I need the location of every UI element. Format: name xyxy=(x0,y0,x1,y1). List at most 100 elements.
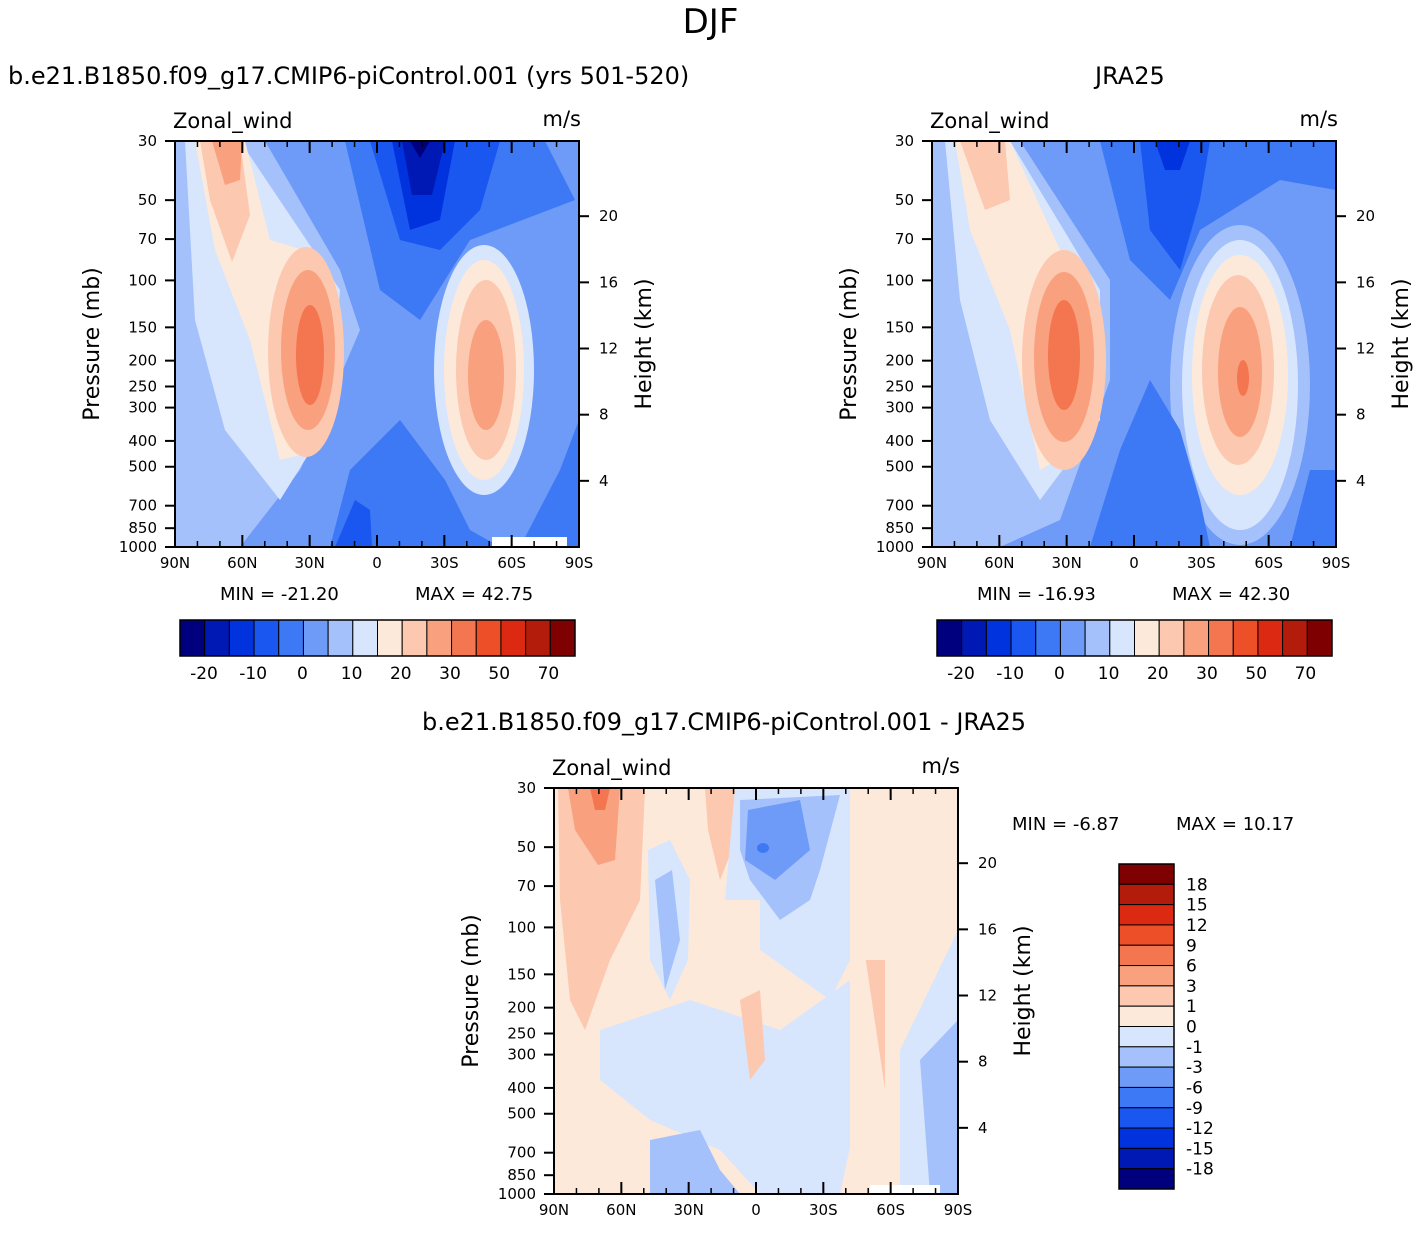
x-tick-label: 60N xyxy=(227,554,257,572)
colorbar-swatch xyxy=(1118,863,1175,885)
y-tick-label: 300 xyxy=(885,399,914,417)
panel2-plot xyxy=(931,140,1337,548)
colorbar-label: 12 xyxy=(1186,916,1208,936)
x-tick-label: 0 xyxy=(1129,554,1139,572)
x-tick-label: 60S xyxy=(876,1201,905,1219)
colorbar-swatch xyxy=(1232,619,1259,657)
colorbar-swatch xyxy=(985,619,1012,657)
y2-tick-label: 4 xyxy=(1356,472,1366,490)
colorbar-swatch xyxy=(1282,619,1308,657)
x-tick-label: 90S xyxy=(1322,554,1351,572)
colorbar-frame xyxy=(936,619,1333,657)
colorbar-swatch xyxy=(1118,965,1175,987)
colorbar-frame xyxy=(1118,863,1175,1190)
y2-tick-label: 8 xyxy=(599,406,609,424)
x-tick-label: 60N xyxy=(606,1201,636,1219)
x-tick-label: 60N xyxy=(984,554,1014,572)
colorbar-swatch xyxy=(1109,619,1135,657)
colorbar-label: 0 xyxy=(1186,1018,1197,1038)
min-stat: MIN = -16.93 xyxy=(977,584,1096,605)
x-tick-label: 30N xyxy=(295,554,325,572)
colorbar-swatch xyxy=(936,619,963,657)
y-tick-label: 200 xyxy=(507,999,536,1017)
colorbar-label: 9 xyxy=(1186,936,1197,956)
colorbar-swatch xyxy=(1306,619,1333,657)
colorbar-swatch xyxy=(228,619,255,657)
y-axis-title: Pressure (mb) xyxy=(80,267,105,421)
colorbar-swatch xyxy=(1257,619,1284,657)
x-tick-label: 0 xyxy=(372,554,382,572)
y2-tick-label: 16 xyxy=(599,273,618,291)
colorbar-label: 1 xyxy=(1186,997,1197,1017)
y-tick-label: 30 xyxy=(517,779,536,797)
units-label: m/s xyxy=(922,754,960,778)
colorbar-label: -3 xyxy=(1186,1058,1203,1078)
y-axis-title: Pressure (mb) xyxy=(837,267,862,421)
colorbar-swatch xyxy=(1118,1086,1175,1109)
min-stat: MIN = -21.20 xyxy=(220,584,339,605)
y-tick-label: 500 xyxy=(128,458,157,476)
y-tick-label: 100 xyxy=(507,918,536,936)
colorbar-swatch xyxy=(1118,904,1175,926)
colorbar-label: -1 xyxy=(1186,1038,1203,1058)
max-stat: MAX = 10.17 xyxy=(1176,814,1294,835)
y-tick-label: 150 xyxy=(507,965,536,983)
y-tick-label: 100 xyxy=(885,271,914,289)
colorbar-swatch xyxy=(1118,924,1175,946)
y-tick-label: 850 xyxy=(128,519,157,537)
y-tick-label: 50 xyxy=(517,838,536,856)
colorbar-label: -9 xyxy=(1186,1099,1203,1119)
y-tick-label: 700 xyxy=(128,497,157,515)
colorbar-label: 70 xyxy=(538,664,560,684)
x-tick-label: 30S xyxy=(1187,554,1216,572)
y2-tick-label: 4 xyxy=(978,1119,988,1137)
colorbar-label: -15 xyxy=(1186,1139,1214,1159)
colorbar-swatch xyxy=(1118,1147,1175,1170)
colorbar-swatch xyxy=(1183,619,1210,657)
colorbar-swatch xyxy=(1118,985,1175,1007)
colorbar-swatch xyxy=(1084,619,1111,657)
colorbar-frame xyxy=(179,619,576,657)
y-tick-label: 30 xyxy=(138,132,157,150)
panel3-title: b.e21.B1850.f09_g17.CMIP6-piControl.001 … xyxy=(422,708,1027,736)
panel3-field xyxy=(554,788,958,1194)
y-tick-label: 150 xyxy=(885,318,914,336)
x-tick-label: 60S xyxy=(1254,554,1283,572)
x-tick-label: 90N xyxy=(160,554,190,572)
y-tick-label: 400 xyxy=(507,1079,536,1097)
colorbar-label: 20 xyxy=(390,664,412,684)
colorbar-swatch xyxy=(278,619,304,657)
y-tick-label: 850 xyxy=(885,519,914,537)
variable-label: Zonal_wind xyxy=(173,109,292,134)
x-tick-label: 30N xyxy=(674,1201,704,1219)
colorbar-swatch xyxy=(525,619,551,657)
y-tick-label: 70 xyxy=(138,230,157,248)
colorbar-swatch xyxy=(475,619,502,657)
colorbar-swatch xyxy=(1158,619,1185,657)
x-tick-label: 30N xyxy=(1052,554,1082,572)
y2-tick-label: 8 xyxy=(1356,406,1366,424)
y2-tick-label: 20 xyxy=(1356,207,1375,225)
colorbar-label: 10 xyxy=(1098,664,1120,684)
colorbar-swatch xyxy=(961,619,987,657)
min-stat: MIN = -6.87 xyxy=(1012,814,1119,835)
y2-axis-title: Height (km) xyxy=(1011,925,1036,1056)
colorbar-swatch xyxy=(451,619,477,657)
y-tick-label: 30 xyxy=(895,132,914,150)
colorbar-label: 30 xyxy=(1196,664,1218,684)
panel1-title: b.e21.B1850.f09_g17.CMIP6-piControl.001 … xyxy=(8,62,690,90)
y-tick-label: 700 xyxy=(885,497,914,515)
colorbar-label: -20 xyxy=(190,664,218,684)
x-tick-label: 90N xyxy=(917,554,947,572)
colorbar-swatch xyxy=(426,619,453,657)
x-tick-label: 0 xyxy=(751,1201,761,1219)
units-label: m/s xyxy=(1300,107,1338,131)
y-tick-label: 50 xyxy=(138,191,157,209)
y-tick-label: 400 xyxy=(128,432,157,450)
y-tick-label: 400 xyxy=(885,432,914,450)
y2-tick-label: 16 xyxy=(978,920,997,938)
y-tick-label: 250 xyxy=(885,377,914,395)
colorbar-swatch xyxy=(1118,883,1175,906)
y-tick-label: 250 xyxy=(507,1024,536,1042)
